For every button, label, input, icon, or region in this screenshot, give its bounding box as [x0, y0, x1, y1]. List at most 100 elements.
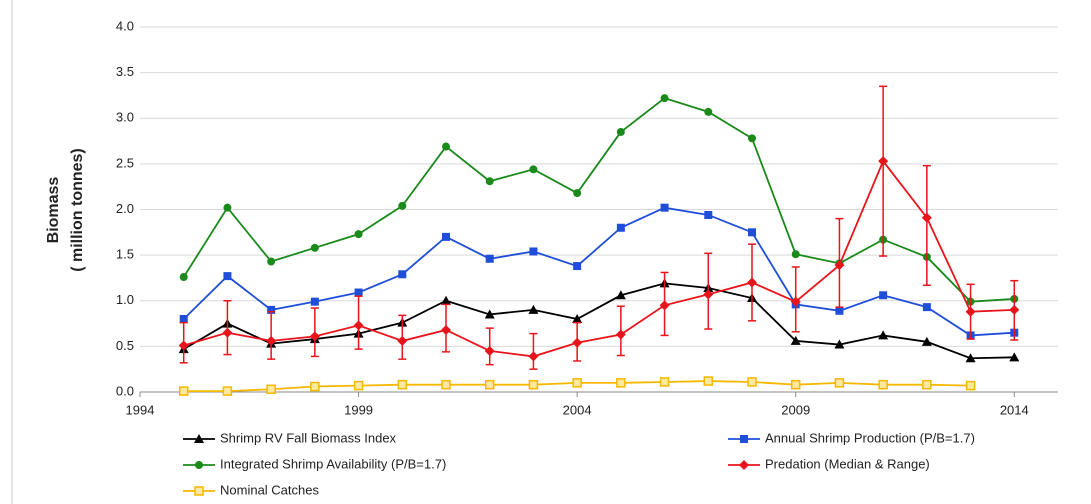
legend-label: Annual Shrimp Production (P/B=1.7) [765, 430, 975, 445]
error-bar [922, 164, 931, 286]
legend-label: Integrated Shrimp Availability (P/B=1.7) [220, 456, 446, 471]
y-tick-label: 2.5 [116, 155, 134, 170]
data-point [790, 296, 801, 307]
data-point [791, 250, 800, 259]
data-point [615, 290, 626, 300]
data-point [747, 377, 757, 387]
data-point [703, 289, 714, 300]
legend-label: Nominal Catches [220, 482, 319, 497]
data-point [921, 212, 932, 223]
data-point [659, 300, 670, 311]
data-point [222, 386, 233, 396]
data-point [748, 134, 756, 143]
data-point [178, 386, 189, 396]
data-point [442, 232, 450, 241]
data-point [397, 335, 408, 346]
data-point [879, 291, 888, 300]
y-tick-label: 1.5 [116, 247, 134, 262]
data-point [834, 339, 845, 349]
y-tick-label: 3.5 [116, 64, 134, 79]
y-tick-label: 0.0 [116, 383, 134, 398]
x-tick-label: 1994 [126, 402, 155, 417]
data-point [398, 201, 407, 210]
data-point [922, 379, 932, 390]
data-point [397, 379, 408, 390]
data-point [309, 331, 320, 342]
y-tick-label: 4.0 [116, 18, 134, 33]
y-tick-label: 2.0 [116, 201, 134, 216]
data-point [442, 142, 450, 151]
y-tick-label: 0.5 [116, 338, 134, 353]
data-point [922, 303, 931, 312]
error-bar [879, 85, 888, 257]
y-tick-label: 3.0 [116, 110, 134, 125]
legend-label: Predation (Median & Range) [765, 456, 930, 471]
data-point [354, 230, 363, 239]
data-point [528, 379, 539, 390]
data-point [834, 260, 845, 271]
data-point [222, 327, 233, 338]
data-point [267, 257, 276, 266]
series-line [182, 97, 1015, 303]
data-point [878, 156, 889, 167]
x-tick-label: 1999 [344, 402, 373, 417]
data-point [748, 228, 756, 237]
data-point [528, 351, 539, 362]
data-point [878, 379, 888, 390]
legend-marker [194, 486, 204, 496]
data-point [354, 288, 363, 297]
data-point [484, 379, 495, 390]
data-point [223, 203, 232, 212]
series-line [183, 159, 1015, 358]
data-point [747, 277, 757, 288]
data-point [834, 378, 845, 388]
data-point [790, 379, 801, 390]
y-tick-label: 1.0 [116, 292, 134, 307]
data-point [1009, 352, 1020, 362]
series-line [183, 206, 1015, 337]
data-point [485, 254, 494, 263]
legend-marker [740, 435, 748, 443]
x-tick-label: 2009 [781, 402, 810, 417]
data-point [572, 314, 583, 323]
data-point [441, 295, 451, 305]
x-tick-label: 2004 [563, 402, 592, 417]
x-tick-label: 2014 [1000, 402, 1029, 417]
legend-marker [194, 434, 204, 443]
data-point [266, 384, 276, 395]
legend-marker [195, 461, 203, 469]
data-point [965, 306, 976, 317]
data-point [703, 376, 714, 386]
data-point [573, 189, 582, 198]
data-point [353, 320, 364, 331]
data-point [398, 270, 407, 279]
data-point [310, 297, 319, 306]
data-point [179, 315, 188, 323]
data-point [704, 210, 713, 219]
data-point [484, 345, 495, 356]
error-bar [267, 310, 276, 360]
legend-marker [739, 460, 749, 470]
error-bar [529, 332, 538, 370]
data-point [223, 272, 232, 281]
data-point [310, 381, 320, 392]
data-point [616, 378, 626, 388]
series-line [183, 282, 1015, 360]
data-point [704, 107, 713, 116]
data-point [267, 305, 276, 314]
data-point [835, 306, 844, 315]
error-bar [223, 300, 232, 356]
y-axis-label: Biomass [45, 177, 62, 244]
data-point [660, 203, 669, 212]
data-point [441, 324, 451, 335]
data-point [179, 273, 188, 282]
data-point [528, 304, 539, 314]
data-point [573, 262, 582, 271]
legend-label: Shrimp RV Fall Biomass Index [220, 430, 397, 445]
data-point [965, 353, 976, 363]
data-point [353, 380, 364, 391]
data-point [921, 336, 932, 346]
y-axis-label: ( million tonnes) [69, 148, 86, 272]
data-point [529, 247, 538, 256]
